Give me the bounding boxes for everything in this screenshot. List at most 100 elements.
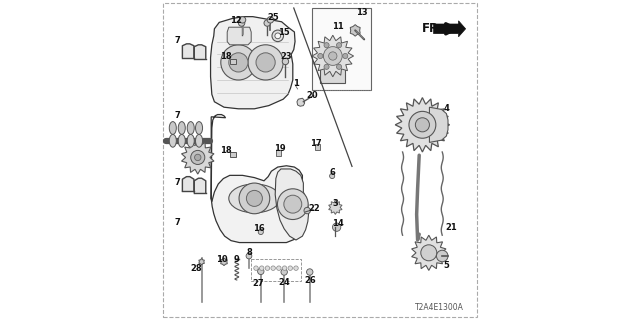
Circle shape: [409, 111, 436, 138]
Text: 28: 28: [190, 264, 202, 273]
Polygon shape: [429, 107, 448, 142]
Circle shape: [246, 253, 252, 259]
Circle shape: [284, 195, 302, 213]
Text: 22: 22: [308, 204, 320, 212]
Polygon shape: [227, 27, 251, 45]
Bar: [230, 59, 236, 64]
Text: 19: 19: [274, 144, 286, 153]
Ellipse shape: [187, 122, 195, 134]
Polygon shape: [211, 115, 307, 243]
Text: 26: 26: [304, 276, 316, 285]
Text: 8: 8: [246, 248, 252, 257]
Text: 4: 4: [444, 104, 449, 113]
Ellipse shape: [178, 134, 186, 147]
Text: 6: 6: [330, 168, 336, 177]
Text: 23: 23: [280, 52, 292, 61]
Circle shape: [221, 45, 256, 80]
Circle shape: [324, 64, 329, 69]
Text: 10: 10: [216, 255, 227, 264]
Text: 27: 27: [252, 279, 264, 288]
Ellipse shape: [196, 134, 202, 147]
Circle shape: [259, 229, 264, 235]
Circle shape: [239, 183, 270, 214]
Polygon shape: [182, 141, 214, 174]
Text: 16: 16: [253, 224, 265, 233]
Bar: [312, 8, 371, 90]
Polygon shape: [199, 259, 204, 265]
Circle shape: [304, 207, 310, 214]
Circle shape: [276, 266, 281, 270]
Text: 21: 21: [445, 223, 457, 232]
Polygon shape: [221, 258, 227, 266]
Circle shape: [195, 154, 201, 161]
Circle shape: [294, 266, 298, 270]
Circle shape: [421, 245, 437, 261]
Text: 7: 7: [175, 36, 180, 44]
Text: 18: 18: [220, 146, 232, 155]
Circle shape: [317, 53, 323, 59]
Circle shape: [282, 266, 287, 270]
Text: 24: 24: [278, 278, 290, 287]
Circle shape: [264, 20, 270, 26]
Circle shape: [277, 189, 308, 220]
Text: 9: 9: [234, 255, 239, 264]
Circle shape: [271, 266, 275, 270]
Bar: [315, 144, 320, 150]
Text: 13: 13: [356, 8, 367, 17]
Circle shape: [246, 190, 262, 206]
Ellipse shape: [178, 122, 186, 134]
Circle shape: [275, 33, 280, 39]
Text: 7: 7: [175, 111, 180, 120]
Text: 18: 18: [220, 52, 232, 60]
Polygon shape: [211, 17, 295, 109]
Bar: [276, 150, 280, 156]
Circle shape: [337, 64, 342, 69]
Polygon shape: [195, 178, 206, 193]
Text: 3: 3: [333, 199, 338, 208]
Text: 7: 7: [175, 178, 180, 187]
Text: 15: 15: [278, 28, 290, 36]
Circle shape: [415, 118, 429, 132]
Polygon shape: [396, 98, 449, 152]
Text: 11: 11: [332, 22, 344, 31]
Polygon shape: [312, 35, 354, 77]
Circle shape: [330, 173, 335, 179]
Circle shape: [329, 52, 337, 60]
Circle shape: [323, 47, 342, 65]
Text: T2A4E1300A: T2A4E1300A: [415, 303, 464, 312]
Polygon shape: [329, 200, 342, 214]
Circle shape: [239, 17, 246, 23]
Text: 20: 20: [307, 91, 319, 100]
Bar: [321, 53, 346, 83]
Circle shape: [324, 43, 329, 48]
Polygon shape: [350, 25, 360, 36]
Circle shape: [268, 17, 274, 23]
Circle shape: [288, 266, 292, 270]
Text: 7: 7: [175, 218, 180, 227]
Polygon shape: [275, 169, 309, 240]
Circle shape: [253, 266, 259, 270]
Text: 25: 25: [268, 13, 280, 22]
Text: 5: 5: [444, 261, 449, 270]
Circle shape: [436, 250, 448, 262]
Bar: [230, 152, 236, 157]
Text: 12: 12: [230, 16, 242, 25]
Circle shape: [238, 20, 244, 26]
Ellipse shape: [169, 134, 177, 147]
Circle shape: [307, 269, 313, 275]
Circle shape: [259, 266, 264, 270]
Polygon shape: [182, 177, 194, 191]
Circle shape: [272, 30, 284, 42]
Polygon shape: [434, 21, 466, 37]
Circle shape: [282, 58, 289, 65]
Text: 14: 14: [332, 220, 344, 228]
Polygon shape: [297, 98, 305, 106]
Circle shape: [229, 53, 248, 72]
Circle shape: [191, 150, 205, 164]
Text: FR.: FR.: [422, 22, 444, 35]
Circle shape: [281, 269, 287, 275]
Circle shape: [337, 43, 342, 48]
Text: 17: 17: [310, 139, 322, 148]
Circle shape: [265, 266, 269, 270]
Polygon shape: [182, 44, 194, 58]
